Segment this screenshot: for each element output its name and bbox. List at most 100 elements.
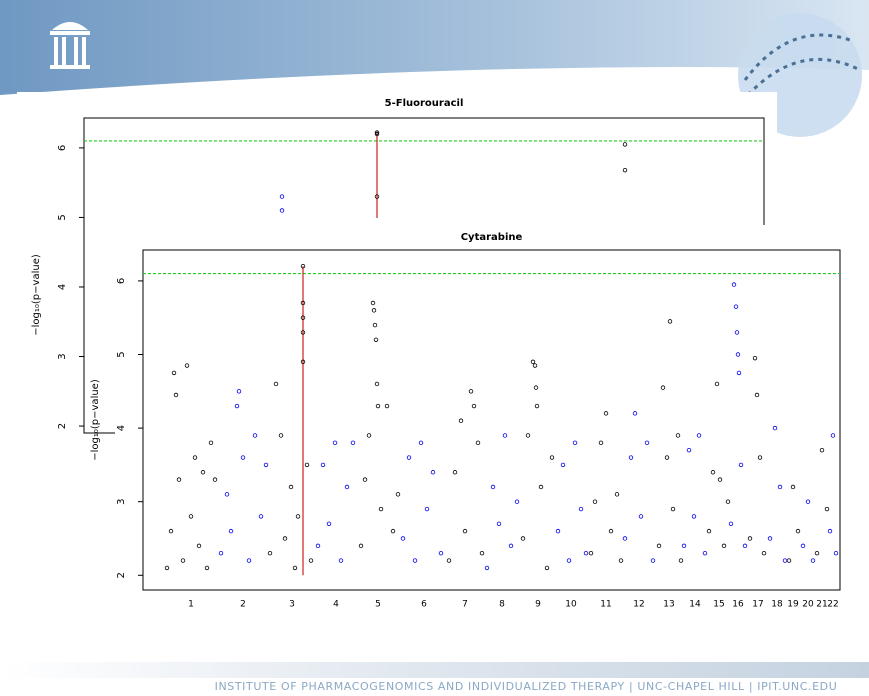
point bbox=[772, 425, 778, 431]
x-tick-label: 8 bbox=[499, 600, 505, 610]
point bbox=[304, 462, 310, 468]
point bbox=[384, 403, 390, 409]
point bbox=[350, 440, 356, 446]
point bbox=[395, 492, 401, 497]
point bbox=[549, 455, 555, 460]
point bbox=[358, 543, 364, 549]
point bbox=[479, 551, 485, 556]
y-axis-label: −log₁₀(p−value) bbox=[31, 254, 42, 336]
point bbox=[300, 263, 306, 269]
point bbox=[400, 536, 406, 541]
point bbox=[164, 565, 170, 571]
x-tick-label: 11 bbox=[600, 600, 611, 610]
point bbox=[534, 403, 540, 409]
y-tick-label: 3 bbox=[116, 499, 127, 505]
point bbox=[622, 167, 628, 173]
point bbox=[544, 565, 550, 571]
point bbox=[786, 558, 792, 563]
logo bbox=[50, 22, 90, 69]
point bbox=[632, 411, 638, 416]
point bbox=[583, 551, 589, 556]
point bbox=[273, 381, 279, 387]
point bbox=[530, 359, 536, 365]
point bbox=[508, 543, 514, 549]
footer-band bbox=[0, 662, 869, 678]
point bbox=[282, 536, 288, 541]
point bbox=[200, 470, 206, 475]
point bbox=[725, 499, 731, 504]
point bbox=[514, 499, 520, 504]
point bbox=[258, 514, 264, 519]
point bbox=[819, 447, 825, 453]
point bbox=[717, 477, 723, 482]
point bbox=[288, 484, 294, 490]
point bbox=[446, 558, 452, 563]
point bbox=[754, 392, 760, 398]
point bbox=[184, 363, 190, 368]
x-tick-label: 13 bbox=[663, 600, 674, 610]
point bbox=[824, 506, 830, 512]
point bbox=[484, 565, 490, 571]
point bbox=[204, 565, 210, 571]
point bbox=[208, 440, 214, 446]
point bbox=[578, 506, 584, 512]
y-tick-label: 5 bbox=[57, 214, 68, 220]
point bbox=[458, 418, 464, 423]
point bbox=[412, 558, 418, 563]
point bbox=[714, 381, 720, 387]
x-tick-label: 12 bbox=[633, 600, 644, 610]
point bbox=[246, 558, 252, 563]
point bbox=[192, 455, 198, 460]
point bbox=[468, 389, 474, 394]
point bbox=[800, 543, 806, 549]
x-tick-label: 17 bbox=[752, 600, 763, 610]
x-tick-label: 6 bbox=[421, 600, 427, 610]
point bbox=[706, 528, 712, 534]
point bbox=[656, 543, 662, 549]
point bbox=[418, 440, 424, 446]
point bbox=[670, 506, 676, 512]
point bbox=[462, 528, 468, 534]
x-tick-label: 14 bbox=[689, 600, 701, 610]
point bbox=[370, 300, 376, 306]
point bbox=[374, 131, 380, 137]
point bbox=[827, 528, 833, 534]
x-tick-label: 3 bbox=[289, 600, 295, 610]
point bbox=[406, 455, 412, 460]
point bbox=[728, 521, 734, 526]
point bbox=[592, 499, 598, 504]
point bbox=[830, 433, 836, 438]
point bbox=[371, 308, 377, 313]
point bbox=[300, 300, 306, 306]
point bbox=[538, 484, 544, 490]
point bbox=[767, 536, 773, 541]
point bbox=[622, 536, 628, 541]
point bbox=[532, 363, 538, 368]
point bbox=[234, 403, 240, 409]
x-tick-label: 15 bbox=[713, 600, 724, 610]
point bbox=[374, 381, 380, 387]
point bbox=[761, 551, 767, 556]
point bbox=[664, 455, 670, 460]
point bbox=[622, 142, 628, 147]
point bbox=[814, 551, 820, 556]
point bbox=[292, 565, 298, 571]
point bbox=[733, 304, 739, 309]
point bbox=[326, 521, 332, 526]
point bbox=[777, 484, 783, 490]
point bbox=[300, 315, 306, 320]
chart-title: 5-Fluorouracil bbox=[385, 98, 464, 109]
x-tick-label: 20 bbox=[802, 600, 814, 610]
y-tick-label: 5 bbox=[116, 351, 127, 357]
point bbox=[608, 528, 614, 534]
point bbox=[572, 440, 578, 446]
point bbox=[566, 558, 572, 563]
point bbox=[734, 330, 740, 335]
point bbox=[224, 492, 230, 497]
point bbox=[702, 551, 708, 556]
point bbox=[757, 455, 763, 460]
point bbox=[372, 322, 378, 328]
y-tick-label: 6 bbox=[116, 278, 127, 284]
point bbox=[667, 319, 673, 324]
x-tick-label: 10 bbox=[565, 600, 577, 610]
